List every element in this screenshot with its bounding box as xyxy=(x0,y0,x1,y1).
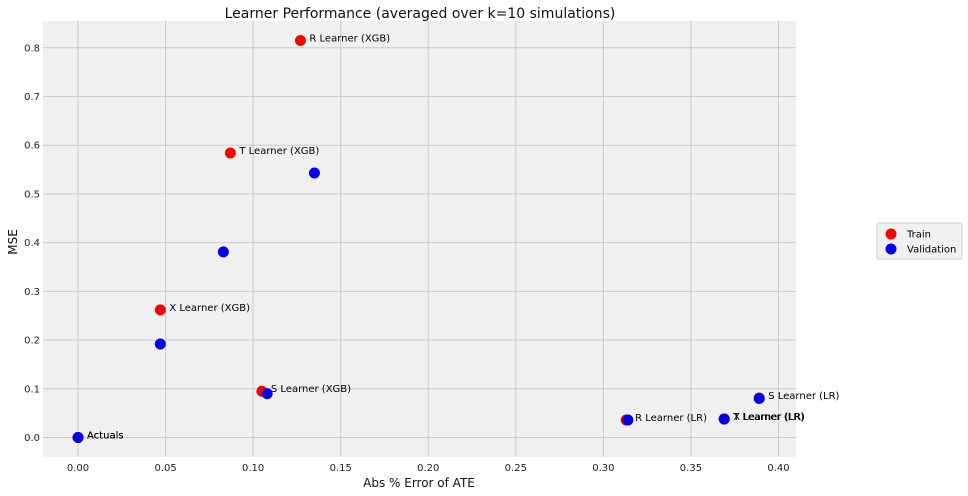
data-point-train xyxy=(154,304,166,316)
legend-marker-validation xyxy=(885,243,897,255)
point-labels: R Learner (XGB) T Learner (XGB) X Learner … xyxy=(87,33,840,441)
legend: Train Validation xyxy=(876,222,963,260)
x-tick-label: 0.10 xyxy=(242,463,264,474)
x-axis-ticks: 0.00 0.05 0.10 0.15 0.20 0.25 0.30 0.35 0.40 xyxy=(67,463,790,474)
y-tick-label: 0.0 xyxy=(24,433,40,444)
point-label: T Learner (LR) xyxy=(732,412,804,423)
x-tick-label: 0.00 xyxy=(67,463,89,474)
chart-title: Learner Performance (averaged over k=10 … xyxy=(225,6,616,22)
point-label: T Learner (XGB) xyxy=(238,146,319,157)
data-point-validation xyxy=(72,432,84,444)
data-point-validation xyxy=(622,414,634,426)
point-label: Actuals xyxy=(87,431,124,442)
y-tick-label: 0.3 xyxy=(24,287,40,298)
y-tick-label: 0.5 xyxy=(24,189,40,200)
y-tick-label: 0.4 xyxy=(24,238,40,249)
point-label: R Learner (LR) xyxy=(635,413,707,424)
x-tick-label: 0.35 xyxy=(680,463,702,474)
y-axis-ticks: 0.0 0.1 0.2 0.3 0.4 0.5 0.6 0.7 0.8 xyxy=(24,43,40,444)
data-point-validation xyxy=(154,338,166,350)
point-label: S Learner (XGB) xyxy=(271,384,351,395)
point-label: S Learner (LR) xyxy=(768,391,839,402)
data-point-validation xyxy=(718,413,730,425)
legend-label: Validation xyxy=(907,245,956,256)
legend-box xyxy=(876,222,963,260)
x-tick-label: 0.05 xyxy=(154,463,176,474)
x-tick-label: 0.15 xyxy=(330,463,352,474)
data-point-train xyxy=(294,34,306,46)
y-tick-label: 0.8 xyxy=(24,43,40,54)
point-label: Actuals xyxy=(87,431,124,442)
x-tick-label: 0.30 xyxy=(592,463,614,474)
y-tick-label: 0.6 xyxy=(24,141,40,152)
y-tick-label: 0.1 xyxy=(24,384,40,395)
data-point-validation xyxy=(261,388,273,400)
plot-background xyxy=(43,21,796,457)
legend-marker-train xyxy=(885,228,897,240)
legend-label: Train xyxy=(906,230,931,241)
x-axis-title: Abs % Error of ATE xyxy=(363,476,475,490)
point-label: X Learner (XGB) xyxy=(169,303,250,314)
data-point-validation xyxy=(308,167,320,179)
data-points xyxy=(72,34,765,444)
y-axis-title: MSE xyxy=(6,229,20,255)
data-point-validation xyxy=(753,393,765,405)
x-tick-label: 0.25 xyxy=(505,463,527,474)
point-label: X Learner (LR) xyxy=(733,412,805,423)
gridlines xyxy=(43,21,796,457)
x-tick-label: 0.40 xyxy=(767,463,789,474)
x-tick-label: 0.20 xyxy=(417,463,439,474)
y-tick-label: 0.2 xyxy=(24,336,40,347)
data-point-validation xyxy=(217,246,229,258)
point-label: R Learner (XGB) xyxy=(309,33,390,44)
data-point-train xyxy=(224,147,236,159)
y-tick-label: 0.7 xyxy=(24,92,40,103)
